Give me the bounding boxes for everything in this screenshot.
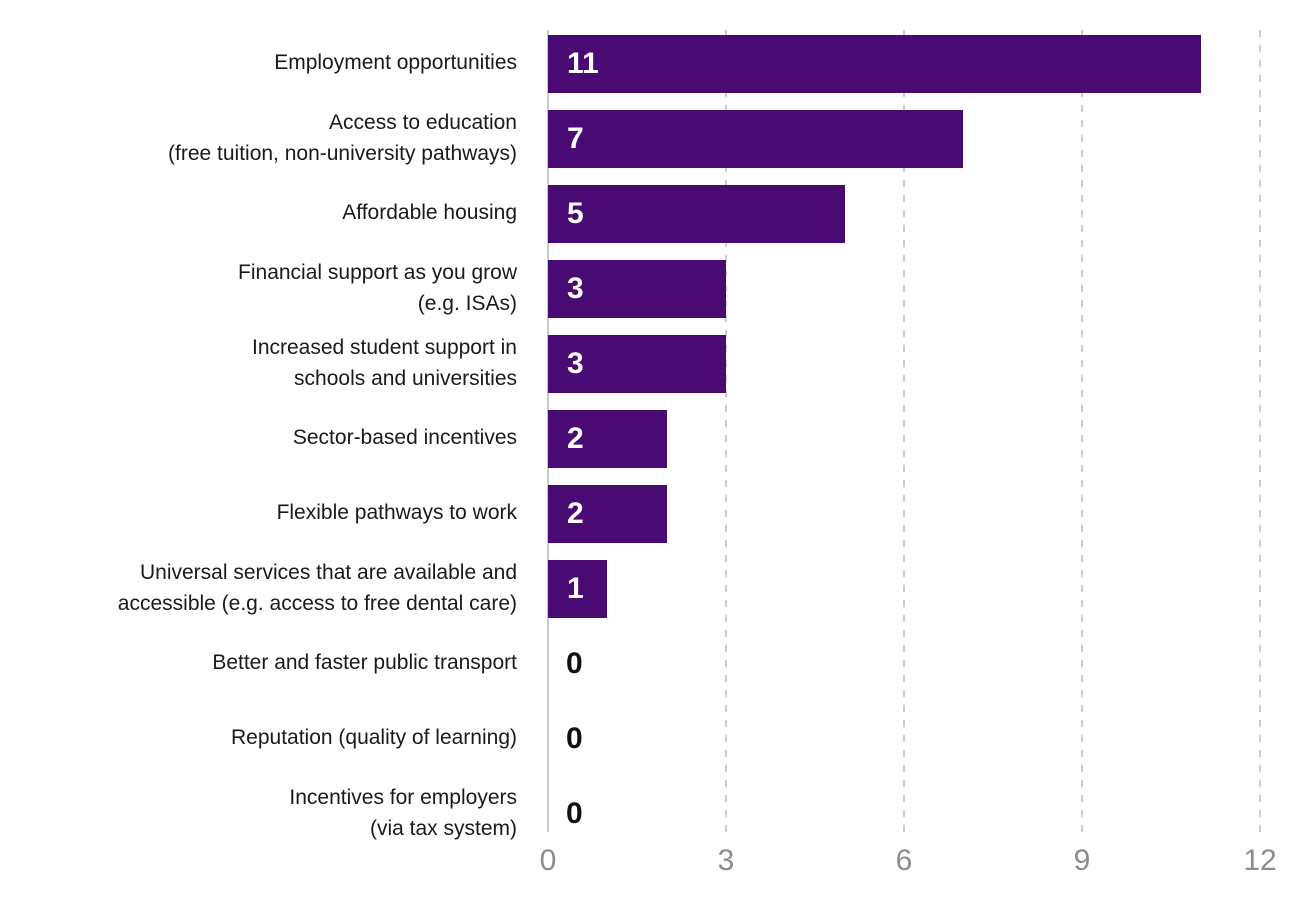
bar-value-label: 7 <box>567 121 584 155</box>
bar: 2 <box>548 409 667 468</box>
category-label: Affordable housing <box>342 201 517 225</box>
bar-value-label: 11 <box>567 46 599 80</box>
x-axis-tick-label: 3 <box>717 844 735 877</box>
category-label: Sector-based incentives <box>292 426 517 450</box>
x-axis: 0 3 6 9 12 <box>540 844 1277 888</box>
gridline <box>1081 30 1083 832</box>
x-axis-tick-label: 12 <box>1243 844 1277 877</box>
bar-cell: 0 <box>548 710 1260 768</box>
category-label: Financial support as you grow (e.g. ISAs… <box>238 261 517 315</box>
chart-row: Sector-based incentives 2 <box>0 401 1313 476</box>
bar-value-label: 3 <box>567 271 584 305</box>
bar-value-label: 2 <box>567 496 584 530</box>
category-label: Increased student support in schools and… <box>251 336 517 390</box>
bar-cell: 1 <box>548 559 1260 618</box>
bar-cell: 2 <box>548 409 1260 468</box>
bar-cell: 3 <box>548 334 1260 393</box>
chart-rows: Employment opportunities 11 Access to educ… <box>0 26 1313 851</box>
x-axis-tick-label: 0 <box>539 844 557 877</box>
category-label: Flexible pathways to work <box>276 501 517 525</box>
bar-cell: 2 <box>548 484 1260 543</box>
bar: 2 <box>548 484 667 543</box>
zero-value-label: 0 <box>566 721 583 755</box>
gridline <box>1259 30 1261 832</box>
chart-row: Better and faster public transport 0 <box>0 626 1313 701</box>
bar: 11 <box>548 34 1201 93</box>
zero-value-label: 0 <box>566 796 583 830</box>
chart-row: Access to education (free tuition, non-u… <box>0 101 1313 176</box>
gridline <box>903 30 905 832</box>
chart-row: Financial support as you grow (e.g. ISAs… <box>0 251 1313 326</box>
gridline <box>725 30 727 832</box>
category-label: Better and faster public transport <box>212 651 517 675</box>
bar-cell: 3 <box>548 259 1260 318</box>
category-label: Incentives for employers (via tax system… <box>289 786 517 840</box>
bar-value-label: 3 <box>567 346 584 380</box>
zero-value-label: 0 <box>566 646 583 680</box>
chart-row: Universal services that are available an… <box>0 551 1313 626</box>
chart-row: Employment opportunities 11 <box>0 26 1313 101</box>
category-label: Universal services that are available an… <box>117 561 517 615</box>
bar-value-label: 5 <box>567 196 584 230</box>
chart-row: Incentives for employers (via tax system… <box>0 776 1313 851</box>
chart-row: Flexible pathways to work 2 <box>0 476 1313 551</box>
bar-value-label: 2 <box>567 421 584 455</box>
category-label: Reputation (quality of learning) <box>230 726 517 750</box>
bar-cell: 0 <box>548 785 1260 843</box>
category-label: Access to education (free tuition, non-u… <box>168 111 517 165</box>
chart-row: Affordable housing 5 <box>0 176 1313 251</box>
bar: 3 <box>548 259 726 318</box>
bar: 1 <box>548 559 608 618</box>
bar: 7 <box>548 109 964 168</box>
x-axis-tick-label: 9 <box>1073 844 1091 877</box>
chart-row: Reputation (quality of learning) 0 <box>0 701 1313 776</box>
bar-cell: 0 <box>548 635 1260 693</box>
bar: 5 <box>548 184 845 243</box>
bar-cell: 7 <box>548 109 1260 168</box>
category-label: Employment opportunities <box>274 51 517 75</box>
bar-cell: 5 <box>548 184 1260 243</box>
chart-row: Increased student support in schools and… <box>0 326 1313 401</box>
bar-cell: 11 <box>548 34 1260 93</box>
x-axis-tick-label: 6 <box>895 844 913 877</box>
bar-value-label: 1 <box>567 571 584 605</box>
bar: 3 <box>548 334 726 393</box>
